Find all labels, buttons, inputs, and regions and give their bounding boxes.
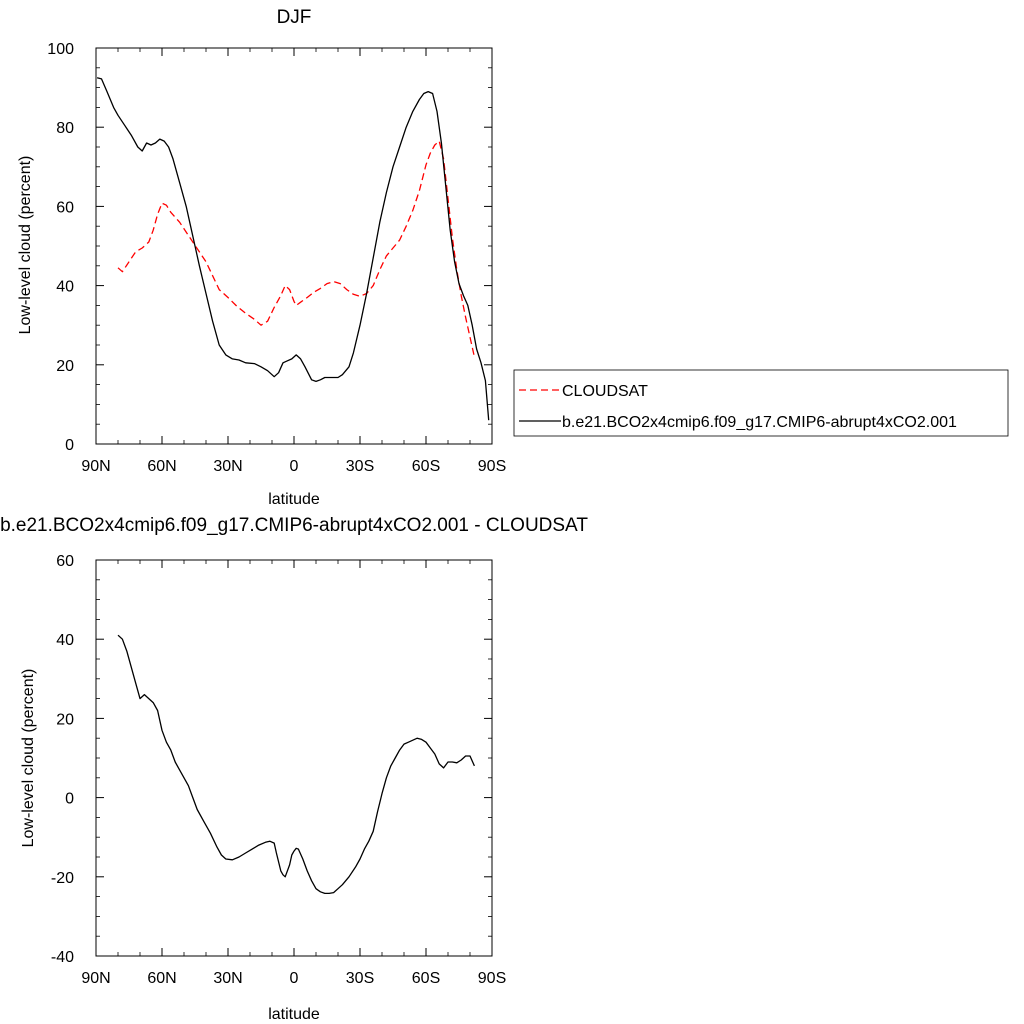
top-chart-title: DJF bbox=[277, 7, 312, 28]
y-tick-label: 20 bbox=[56, 358, 74, 375]
y-tick-label: -40 bbox=[51, 949, 74, 966]
x-tick-label: 30S bbox=[346, 458, 374, 475]
x-tick-label: 0 bbox=[290, 970, 299, 987]
y-tick-label: 60 bbox=[56, 199, 74, 216]
series-line-0-1 bbox=[96, 77, 490, 421]
legend-box bbox=[513, 369, 1009, 437]
legend-label-cloudsat: CLOUDSAT bbox=[562, 383, 648, 400]
bottom-chart-title: b.e21.BCO2x4cmip6.f09_g17.CMIP6-abrupt4x… bbox=[0, 515, 588, 536]
top-y-axis-label: Low-level cloud (percent) bbox=[17, 156, 34, 335]
y-tick-label: 100 bbox=[47, 41, 74, 58]
x-tick-label: 60S bbox=[412, 458, 440, 475]
y-tick-label: 60 bbox=[56, 553, 74, 570]
y-tick-label: 40 bbox=[56, 279, 74, 296]
x-tick-label: 30N bbox=[213, 458, 242, 475]
y-tick-label: 0 bbox=[65, 437, 74, 454]
x-tick-label: 60N bbox=[147, 970, 176, 987]
top-panel-djf: DJF Low-level cloud (percent) latitude 9… bbox=[17, 7, 1009, 508]
y-tick-label: 40 bbox=[56, 632, 74, 649]
top-series-lines bbox=[96, 77, 490, 421]
bottom-panel-difference: b.e21.BCO2x4cmip6.f09_g17.CMIP6-abrupt4x… bbox=[0, 515, 588, 1023]
x-tick-label: 90S bbox=[478, 970, 506, 987]
legend: CLOUDSAT b.e21.BCO2x4cmip6.f09_g17.CMIP6… bbox=[513, 369, 1009, 437]
top-axis-ticks: 90N 60N 30N 0 30S 60S 90S 0 20 40 60 80 100 bbox=[47, 41, 506, 475]
top-x-axis-label: latitude bbox=[268, 491, 320, 508]
y-tick-label: 0 bbox=[65, 791, 74, 808]
top-plot-frame bbox=[95, 47, 493, 445]
y-tick-label: 20 bbox=[56, 711, 74, 728]
x-tick-label: 0 bbox=[290, 458, 299, 475]
x-tick-label: 30N bbox=[213, 970, 242, 987]
bottom-y-axis-label: Low-level cloud (percent) bbox=[20, 669, 37, 848]
x-tick-label: 60S bbox=[412, 970, 440, 987]
x-tick-label: 90N bbox=[81, 970, 110, 987]
legend-label-model: b.e21.BCO2x4cmip6.f09_g17.CMIP6-abrupt4x… bbox=[562, 414, 957, 431]
x-tick-label: 60N bbox=[147, 458, 176, 475]
series-line-0-0 bbox=[117, 140, 476, 358]
y-tick-label: -20 bbox=[51, 870, 74, 887]
series-line-1-0 bbox=[117, 634, 475, 895]
bottom-series-lines bbox=[117, 634, 475, 895]
bottom-axis-ticks: 90N 60N 30N 0 30S 60S 90S -40 -20 0 20 40 60 bbox=[51, 553, 506, 987]
x-tick-label: 90S bbox=[478, 458, 506, 475]
bottom-plot-frame bbox=[95, 559, 493, 957]
bottom-x-axis-label: latitude bbox=[268, 1006, 320, 1023]
x-tick-label: 90N bbox=[81, 458, 110, 475]
y-tick-label: 80 bbox=[56, 120, 74, 137]
x-tick-label: 30S bbox=[346, 970, 374, 987]
